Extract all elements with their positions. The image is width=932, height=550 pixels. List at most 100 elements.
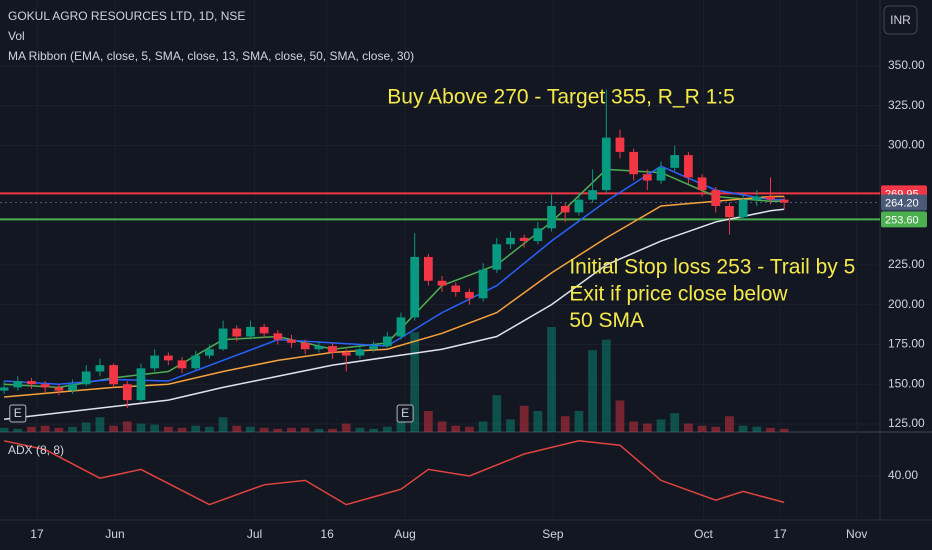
candle-body [122, 384, 132, 401]
candle-body [273, 333, 283, 340]
candle-body [588, 190, 597, 200]
volume-bar [246, 426, 255, 432]
candle-body [423, 256, 433, 281]
grid [0, 0, 880, 520]
candle-body [519, 237, 529, 242]
volume-bar [725, 416, 734, 432]
candle-body [81, 371, 91, 385]
volume-bar [423, 411, 433, 432]
volume-bar [574, 411, 584, 432]
candle-body [328, 346, 337, 353]
price-label-box [881, 211, 927, 228]
volume-label: Vol [8, 29, 25, 43]
chart-title: GOKUL AGRO RESOURCES LTD, 1D, NSE [8, 9, 245, 23]
volume-bar [465, 426, 474, 432]
candle-body [684, 155, 693, 178]
volume-bar [355, 427, 365, 432]
volume-bar [54, 427, 64, 432]
candle-body [218, 328, 228, 350]
y-tick-label: 200.00 [888, 297, 925, 311]
x-tick-label: Jun [105, 527, 124, 541]
x-tick-label: 17 [30, 527, 44, 541]
earnings-marker [9, 404, 27, 423]
volume-bar [109, 425, 118, 432]
candle-body [314, 346, 324, 350]
earnings-marker [396, 404, 414, 423]
x-tick-label: 16 [320, 527, 334, 541]
candle-body [27, 381, 36, 385]
candle-body [300, 342, 310, 350]
volume-bar [273, 428, 283, 432]
candle-body [560, 206, 570, 213]
volume-bar [766, 427, 775, 432]
candle-body [0, 387, 9, 391]
volume-bar [0, 427, 9, 432]
candle-body [670, 155, 680, 168]
volume-bar [656, 419, 666, 432]
candle-body [246, 326, 255, 337]
candle-body [465, 291, 474, 299]
adx-tick-label: 40.00 [888, 468, 918, 482]
y-tick-label: 150.00 [888, 376, 925, 390]
adx-label: ADX (8, 8) [8, 443, 64, 457]
candle-body [779, 199, 789, 203]
candle-body [642, 174, 652, 181]
candle-body [163, 355, 173, 361]
candle-body [136, 368, 146, 401]
currency-label[interactable]: INR [890, 13, 911, 27]
candle-body [13, 381, 23, 388]
candle-body [615, 137, 625, 152]
volume-bar [81, 422, 91, 432]
candle-body [369, 346, 379, 350]
candle-body [68, 384, 77, 391]
y-tick-label: 325.00 [888, 98, 925, 112]
volume-bar [218, 417, 228, 432]
y-tick-label: 225.00 [888, 257, 925, 271]
annotation: 50 SMA [569, 309, 644, 332]
volume-bar [560, 416, 570, 432]
volume-bar [382, 426, 392, 432]
volume-bar [163, 426, 173, 432]
candle-body [629, 151, 639, 175]
candle-body [478, 269, 488, 299]
volume-bar [738, 425, 748, 432]
volume-bar [328, 428, 337, 432]
axes: 350.00 325.00 300.00 225.00 200.00 175.00 150.… [30, 58, 927, 541]
candle-body [547, 206, 556, 229]
candle-body [232, 328, 242, 337]
candle-body [177, 360, 187, 369]
volume-bar [259, 427, 269, 432]
volume-bar [684, 423, 693, 432]
y-tick-label: 350.00 [888, 58, 925, 72]
candle-body [54, 387, 64, 391]
volume-bar [13, 428, 23, 432]
candle-body [95, 365, 105, 372]
earnings-label: E [401, 406, 409, 420]
volume-bar [752, 426, 762, 432]
candle-body [355, 349, 365, 356]
volume-bar [314, 428, 324, 432]
volume-bar [437, 421, 447, 432]
volume-bar [410, 332, 420, 432]
ribbon-label: MA Ribbon (EMA, close, 5, SMA, close, 13… [8, 49, 414, 63]
volume-bar [232, 425, 242, 432]
volume-bar [601, 339, 611, 432]
x-tick-label: 17 [773, 527, 787, 541]
candle-body [752, 196, 762, 200]
x-tick-label: Sep [542, 527, 564, 541]
candle-body [766, 196, 775, 200]
candle-body [506, 237, 515, 245]
volume-bar [779, 428, 789, 432]
volume-bar [615, 400, 625, 432]
volume-bar [369, 428, 379, 432]
volume-bar [629, 421, 639, 432]
volume-bar [478, 421, 488, 432]
volume-bar [40, 425, 50, 432]
price-label: 253.60 [885, 214, 919, 226]
volume-bar [492, 395, 502, 432]
volume-bar [191, 425, 201, 432]
candle-body [574, 199, 584, 213]
currency-button[interactable] [883, 5, 918, 35]
price-label-box [881, 194, 927, 211]
volume-bar [150, 424, 160, 432]
